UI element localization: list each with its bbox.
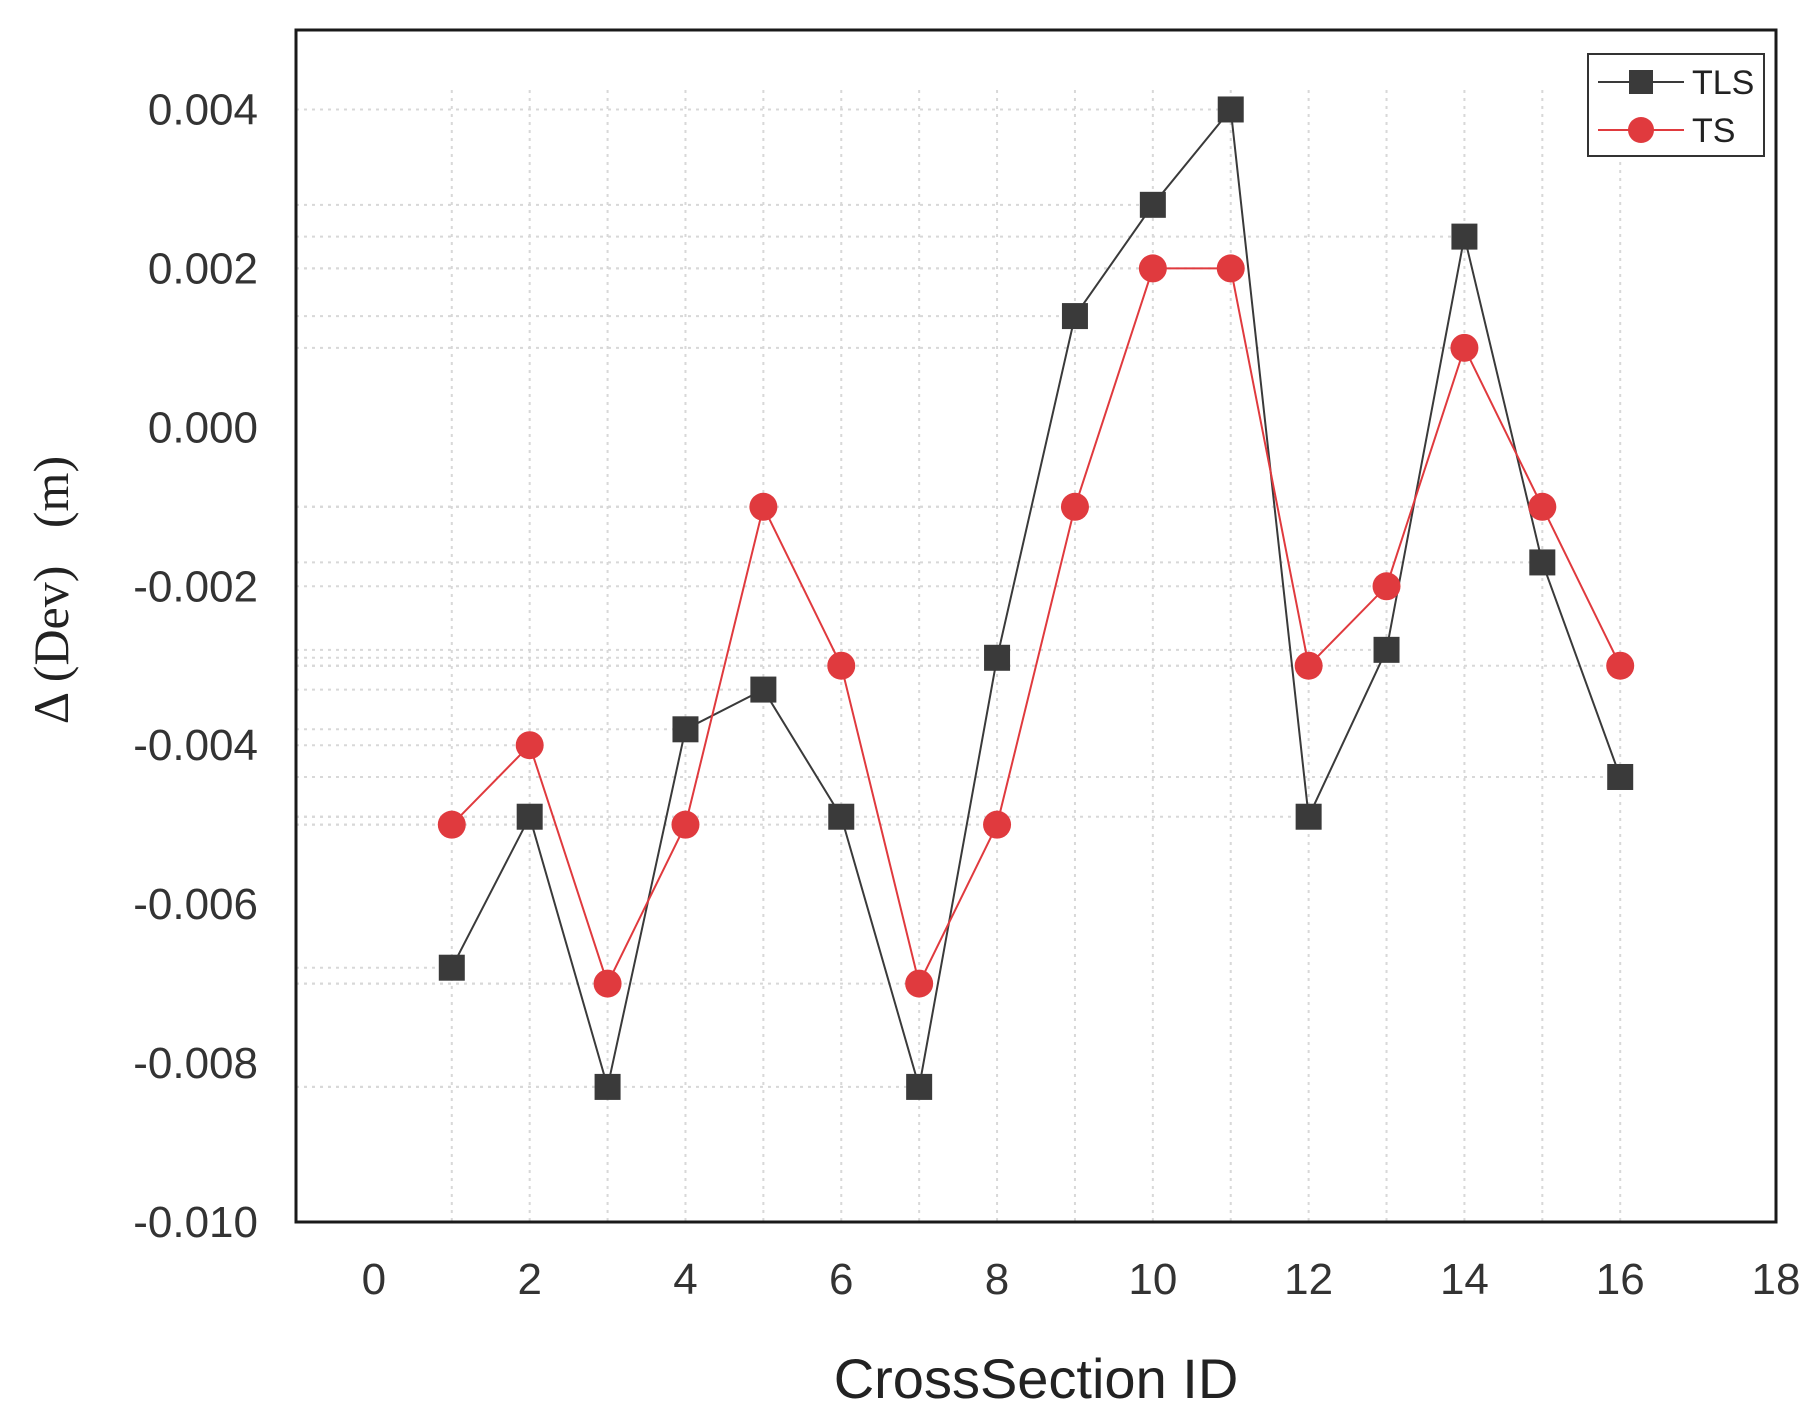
series-line-ts (451, 267, 1622, 987)
y-tick-label: -0.010 (133, 1198, 258, 1247)
y-axis-title: Δ (Dev) (m) (23, 456, 79, 724)
grid-layer (296, 90, 1622, 1222)
x-tick-label: 10 (1128, 1255, 1177, 1304)
y-tick-label: 0.002 (148, 244, 258, 293)
data-point-ts (749, 492, 778, 521)
data-point-ts (1138, 254, 1167, 283)
data-point-tls (906, 1073, 933, 1100)
x-tick-label: 18 (1752, 1255, 1801, 1304)
data-point-tls (1607, 763, 1634, 790)
data-point-tls (1139, 191, 1166, 218)
data-point-ts (983, 810, 1012, 839)
series-tls (438, 96, 1634, 1100)
legend: TLS TS (1587, 53, 1765, 157)
data-point-ts (905, 969, 934, 998)
y-tick-label: 0.000 (148, 403, 258, 452)
plot-frame (294, 28, 1778, 1224)
data-point-ts (1528, 492, 1557, 521)
legend-marker-tls (1629, 70, 1653, 94)
data-point-ts (1060, 492, 1089, 521)
data-point-ts (1450, 333, 1479, 362)
data-point-tls (1061, 303, 1088, 330)
y-tick-label: 0.004 (148, 85, 258, 134)
data-point-tls (594, 1073, 621, 1100)
data-point-ts (827, 651, 856, 680)
y-tick-label: -0.004 (133, 721, 258, 770)
series-ts (437, 254, 1635, 998)
x-tick-label: 0 (362, 1255, 386, 1304)
y-tick-label: -0.006 (133, 880, 258, 929)
data-point-tls (1217, 96, 1244, 123)
y-axis-ticks: 0.004 0.002 0.000 -0.002 -0.004 -0.006 -0.008 -… (133, 85, 258, 1247)
x-tick-label: 14 (1440, 1255, 1489, 1304)
x-axis-ticks: 0 2 4 6 8 10 12 14 16 18 (362, 1255, 1801, 1304)
data-point-tls (438, 954, 465, 981)
data-point-tls (1373, 636, 1400, 663)
data-point-tls (1451, 223, 1478, 250)
data-point-tls (672, 716, 699, 743)
legend-label-ts: TS (1692, 112, 1735, 150)
y-tick-label: -0.002 (133, 562, 258, 611)
data-point-tls (750, 676, 777, 703)
data-point-ts (671, 810, 700, 839)
y-tick-label: -0.008 (133, 1039, 258, 1088)
legend-box (1587, 53, 1765, 157)
data-point-ts (1294, 651, 1323, 680)
data-point-tls (516, 803, 543, 830)
x-tick-label: 12 (1284, 1255, 1333, 1304)
data-point-ts (437, 810, 466, 839)
x-tick-label: 16 (1596, 1255, 1645, 1304)
data-point-tls (828, 803, 855, 830)
x-axis-title: CrossSection ID (834, 1347, 1239, 1407)
data-point-ts (593, 969, 622, 998)
series-layer (437, 96, 1635, 1100)
data-point-ts (515, 731, 544, 760)
data-point-ts (1372, 572, 1401, 601)
data-point-ts (1216, 254, 1245, 283)
x-tick-label: 8 (985, 1255, 1009, 1304)
series-line-tls (450, 106, 1622, 1088)
x-tick-label: 4 (673, 1255, 697, 1304)
data-point-tls (984, 644, 1011, 671)
data-point-tls (1529, 549, 1556, 576)
legend-marker-ts (1628, 117, 1654, 143)
data-point-ts (1606, 651, 1635, 680)
legend-label-tls: TLS (1692, 64, 1754, 102)
x-tick-label: 6 (829, 1255, 853, 1304)
data-point-tls (1295, 803, 1322, 830)
x-tick-label: 2 (517, 1255, 541, 1304)
